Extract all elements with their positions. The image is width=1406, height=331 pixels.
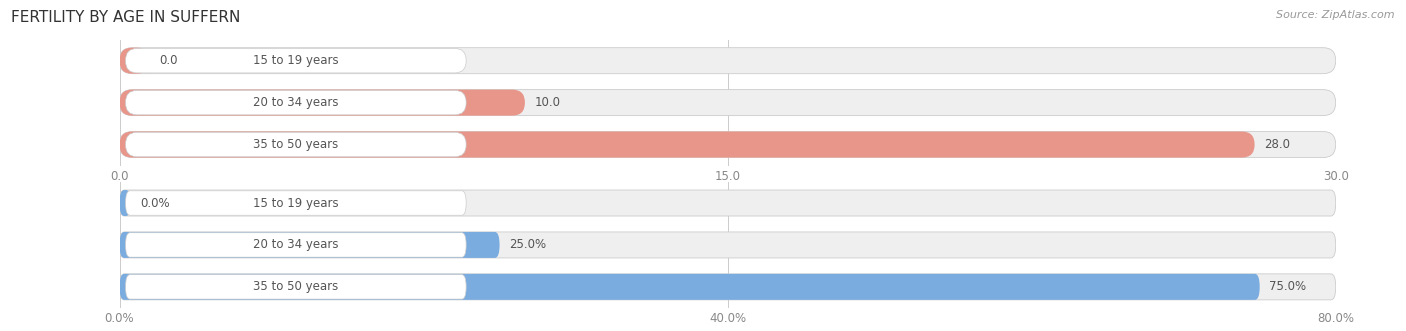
- FancyBboxPatch shape: [120, 232, 499, 258]
- Text: 28.0: 28.0: [1264, 138, 1291, 151]
- FancyBboxPatch shape: [125, 275, 467, 299]
- FancyBboxPatch shape: [125, 90, 467, 115]
- FancyBboxPatch shape: [125, 233, 467, 257]
- FancyBboxPatch shape: [125, 132, 467, 157]
- FancyBboxPatch shape: [120, 274, 1336, 300]
- FancyBboxPatch shape: [120, 90, 524, 116]
- FancyBboxPatch shape: [120, 190, 131, 216]
- Text: Source: ZipAtlas.com: Source: ZipAtlas.com: [1277, 10, 1395, 20]
- Text: 35 to 50 years: 35 to 50 years: [253, 280, 339, 293]
- Text: 25.0%: 25.0%: [509, 238, 547, 252]
- Text: 15 to 19 years: 15 to 19 years: [253, 54, 339, 67]
- Text: 15 to 19 years: 15 to 19 years: [253, 197, 339, 210]
- Text: 0.0: 0.0: [159, 54, 179, 67]
- FancyBboxPatch shape: [120, 190, 1336, 216]
- Text: 35 to 50 years: 35 to 50 years: [253, 138, 339, 151]
- Text: 0.0%: 0.0%: [141, 197, 170, 210]
- Text: 20 to 34 years: 20 to 34 years: [253, 238, 339, 252]
- Text: 10.0: 10.0: [534, 96, 561, 109]
- Text: FERTILITY BY AGE IN SUFFERN: FERTILITY BY AGE IN SUFFERN: [11, 10, 240, 25]
- FancyBboxPatch shape: [120, 131, 1254, 158]
- Text: 20 to 34 years: 20 to 34 years: [253, 96, 339, 109]
- FancyBboxPatch shape: [120, 131, 1336, 158]
- FancyBboxPatch shape: [120, 274, 1260, 300]
- FancyBboxPatch shape: [120, 232, 1336, 258]
- FancyBboxPatch shape: [120, 48, 1336, 74]
- FancyBboxPatch shape: [125, 48, 467, 73]
- FancyBboxPatch shape: [120, 48, 149, 74]
- FancyBboxPatch shape: [120, 90, 1336, 116]
- FancyBboxPatch shape: [125, 191, 467, 215]
- Text: 75.0%: 75.0%: [1270, 280, 1306, 293]
